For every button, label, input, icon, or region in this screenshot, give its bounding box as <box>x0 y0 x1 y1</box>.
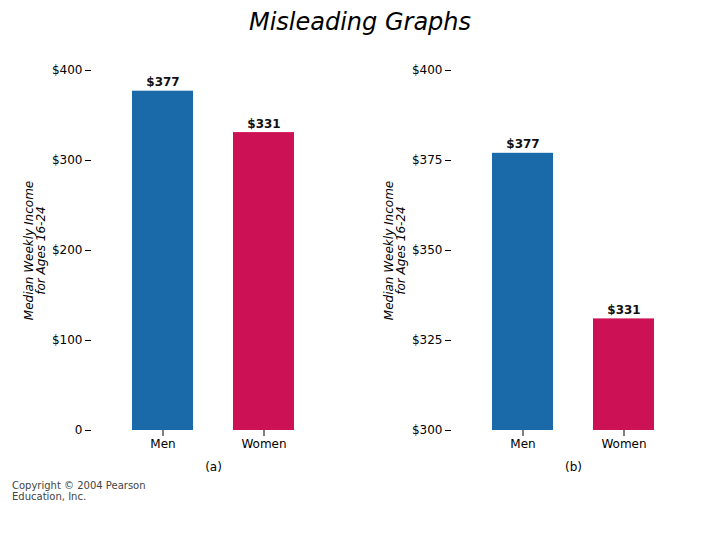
svg-text:$400: $400 <box>412 63 443 77</box>
svg-text:$400: $400 <box>52 63 83 77</box>
svg-text:$300: $300 <box>412 423 443 437</box>
svg-text:Women: Women <box>241 437 286 451</box>
html-text:Misleading Graphs: Misleading Graphs <box>248 8 472 36</box>
svg-text:$350: $350 <box>412 243 443 257</box>
svg-text:Women: Women <box>601 437 646 451</box>
svg-text:$375: $375 <box>412 153 443 167</box>
svg-text:(a): (a) <box>205 460 222 474</box>
svg-text:0: 0 <box>75 423 83 437</box>
html-text:Copyright © 2004 Pearson Educa: Copyright © 2004 Pearson Education, Inc. <box>12 480 146 502</box>
svg-text:$325: $325 <box>412 333 443 347</box>
svg-text:$331: $331 <box>247 117 280 131</box>
svg-text:Men: Men <box>150 437 175 451</box>
svg-text:(b): (b) <box>565 460 582 474</box>
svg-text:Men: Men <box>510 437 535 451</box>
svg-text:Median Weekly Incomefor Ages 1: Median Weekly Incomefor Ages 16-24 <box>382 181 408 320</box>
svg-text:Median Weekly Incomefor Ages 1: Median Weekly Incomefor Ages 16-24 <box>22 181 48 320</box>
svg-text:$331: $331 <box>607 303 640 317</box>
svg-text:$300: $300 <box>52 153 83 167</box>
svg-text:$377: $377 <box>146 75 179 89</box>
svg-text:$100: $100 <box>52 333 83 347</box>
svg-text:$377: $377 <box>506 137 539 151</box>
svg-text:$200: $200 <box>52 243 83 257</box>
